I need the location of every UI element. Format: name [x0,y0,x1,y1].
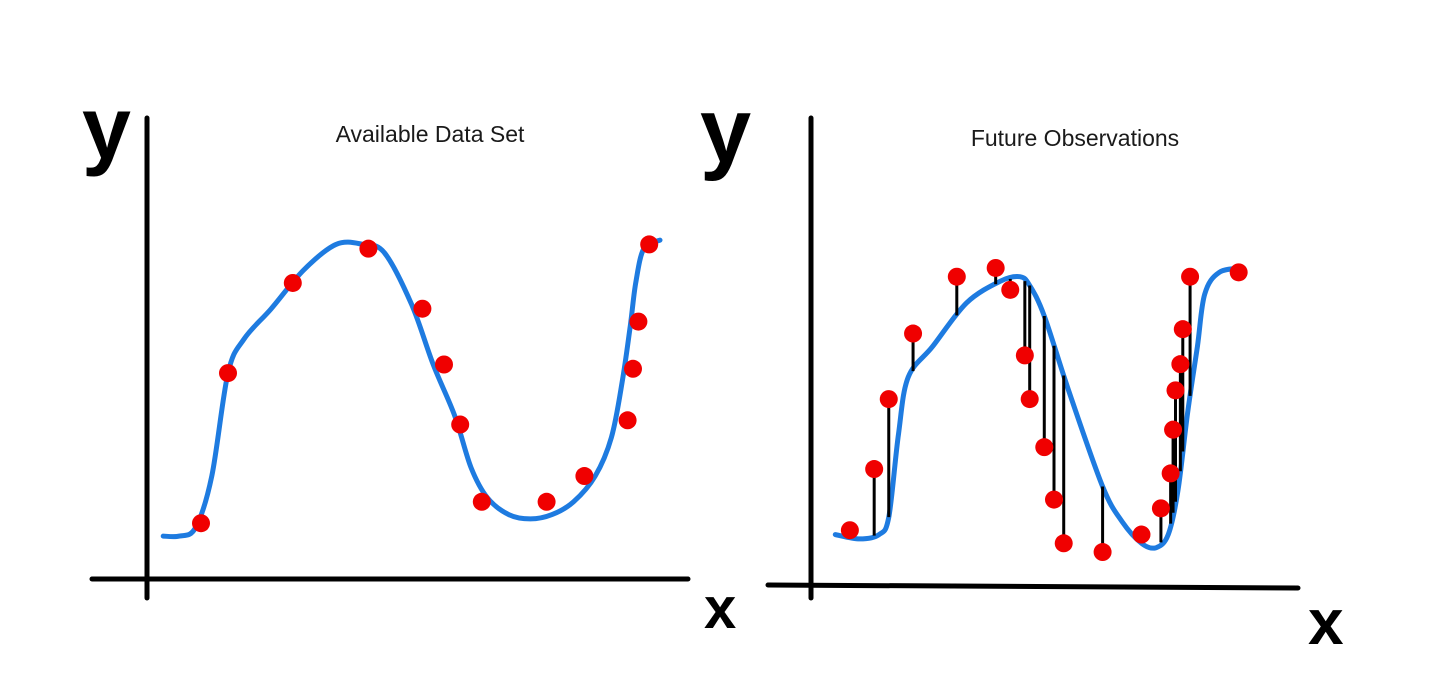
chart-title: Future Observations [971,125,1179,151]
chart-title: Available Data Set [336,121,525,147]
data-point [904,324,923,343]
future-observations-chart: Future Observations y x [700,80,1344,658]
data-point [1181,267,1200,286]
fitted-curve [832,265,1246,551]
data-point [1020,390,1039,409]
data-point [1015,346,1034,365]
y-axis-label: y [700,80,751,182]
data-point [865,460,884,479]
data-point [413,299,432,318]
data-point [879,390,898,409]
data-point [219,364,237,383]
data-point [1229,263,1248,282]
data-point [1173,320,1192,339]
x-axis-label: x [704,576,736,641]
data-point [1151,499,1170,518]
data-point [472,492,491,511]
data-point [1171,355,1190,374]
data-point [1001,280,1020,299]
x-axis-line [765,582,1301,591]
data-point [1093,543,1112,562]
data-point [1045,490,1063,509]
data-point [640,235,659,254]
available-data-set-chart: Available Data Set y x [82,78,736,641]
x-axis-label: x [1308,586,1344,658]
data-point [192,514,210,533]
data-point [575,467,594,486]
data-point [624,359,642,378]
data-point [1132,525,1151,544]
data-point [840,521,859,540]
y-axis-label: y [82,78,131,177]
data-point [435,355,453,374]
data-point [359,239,378,258]
data-point [283,273,302,292]
data-point [1161,464,1180,483]
data-point [618,411,637,430]
data-point [451,415,470,434]
data-point [1166,381,1185,400]
data-point [1164,420,1183,439]
fitted-curve [160,237,663,540]
data-point [537,492,556,511]
data-point [947,267,966,286]
data-point [1054,534,1073,553]
data-point [1035,438,1054,457]
data-point [629,312,648,331]
data-point [986,258,1005,277]
